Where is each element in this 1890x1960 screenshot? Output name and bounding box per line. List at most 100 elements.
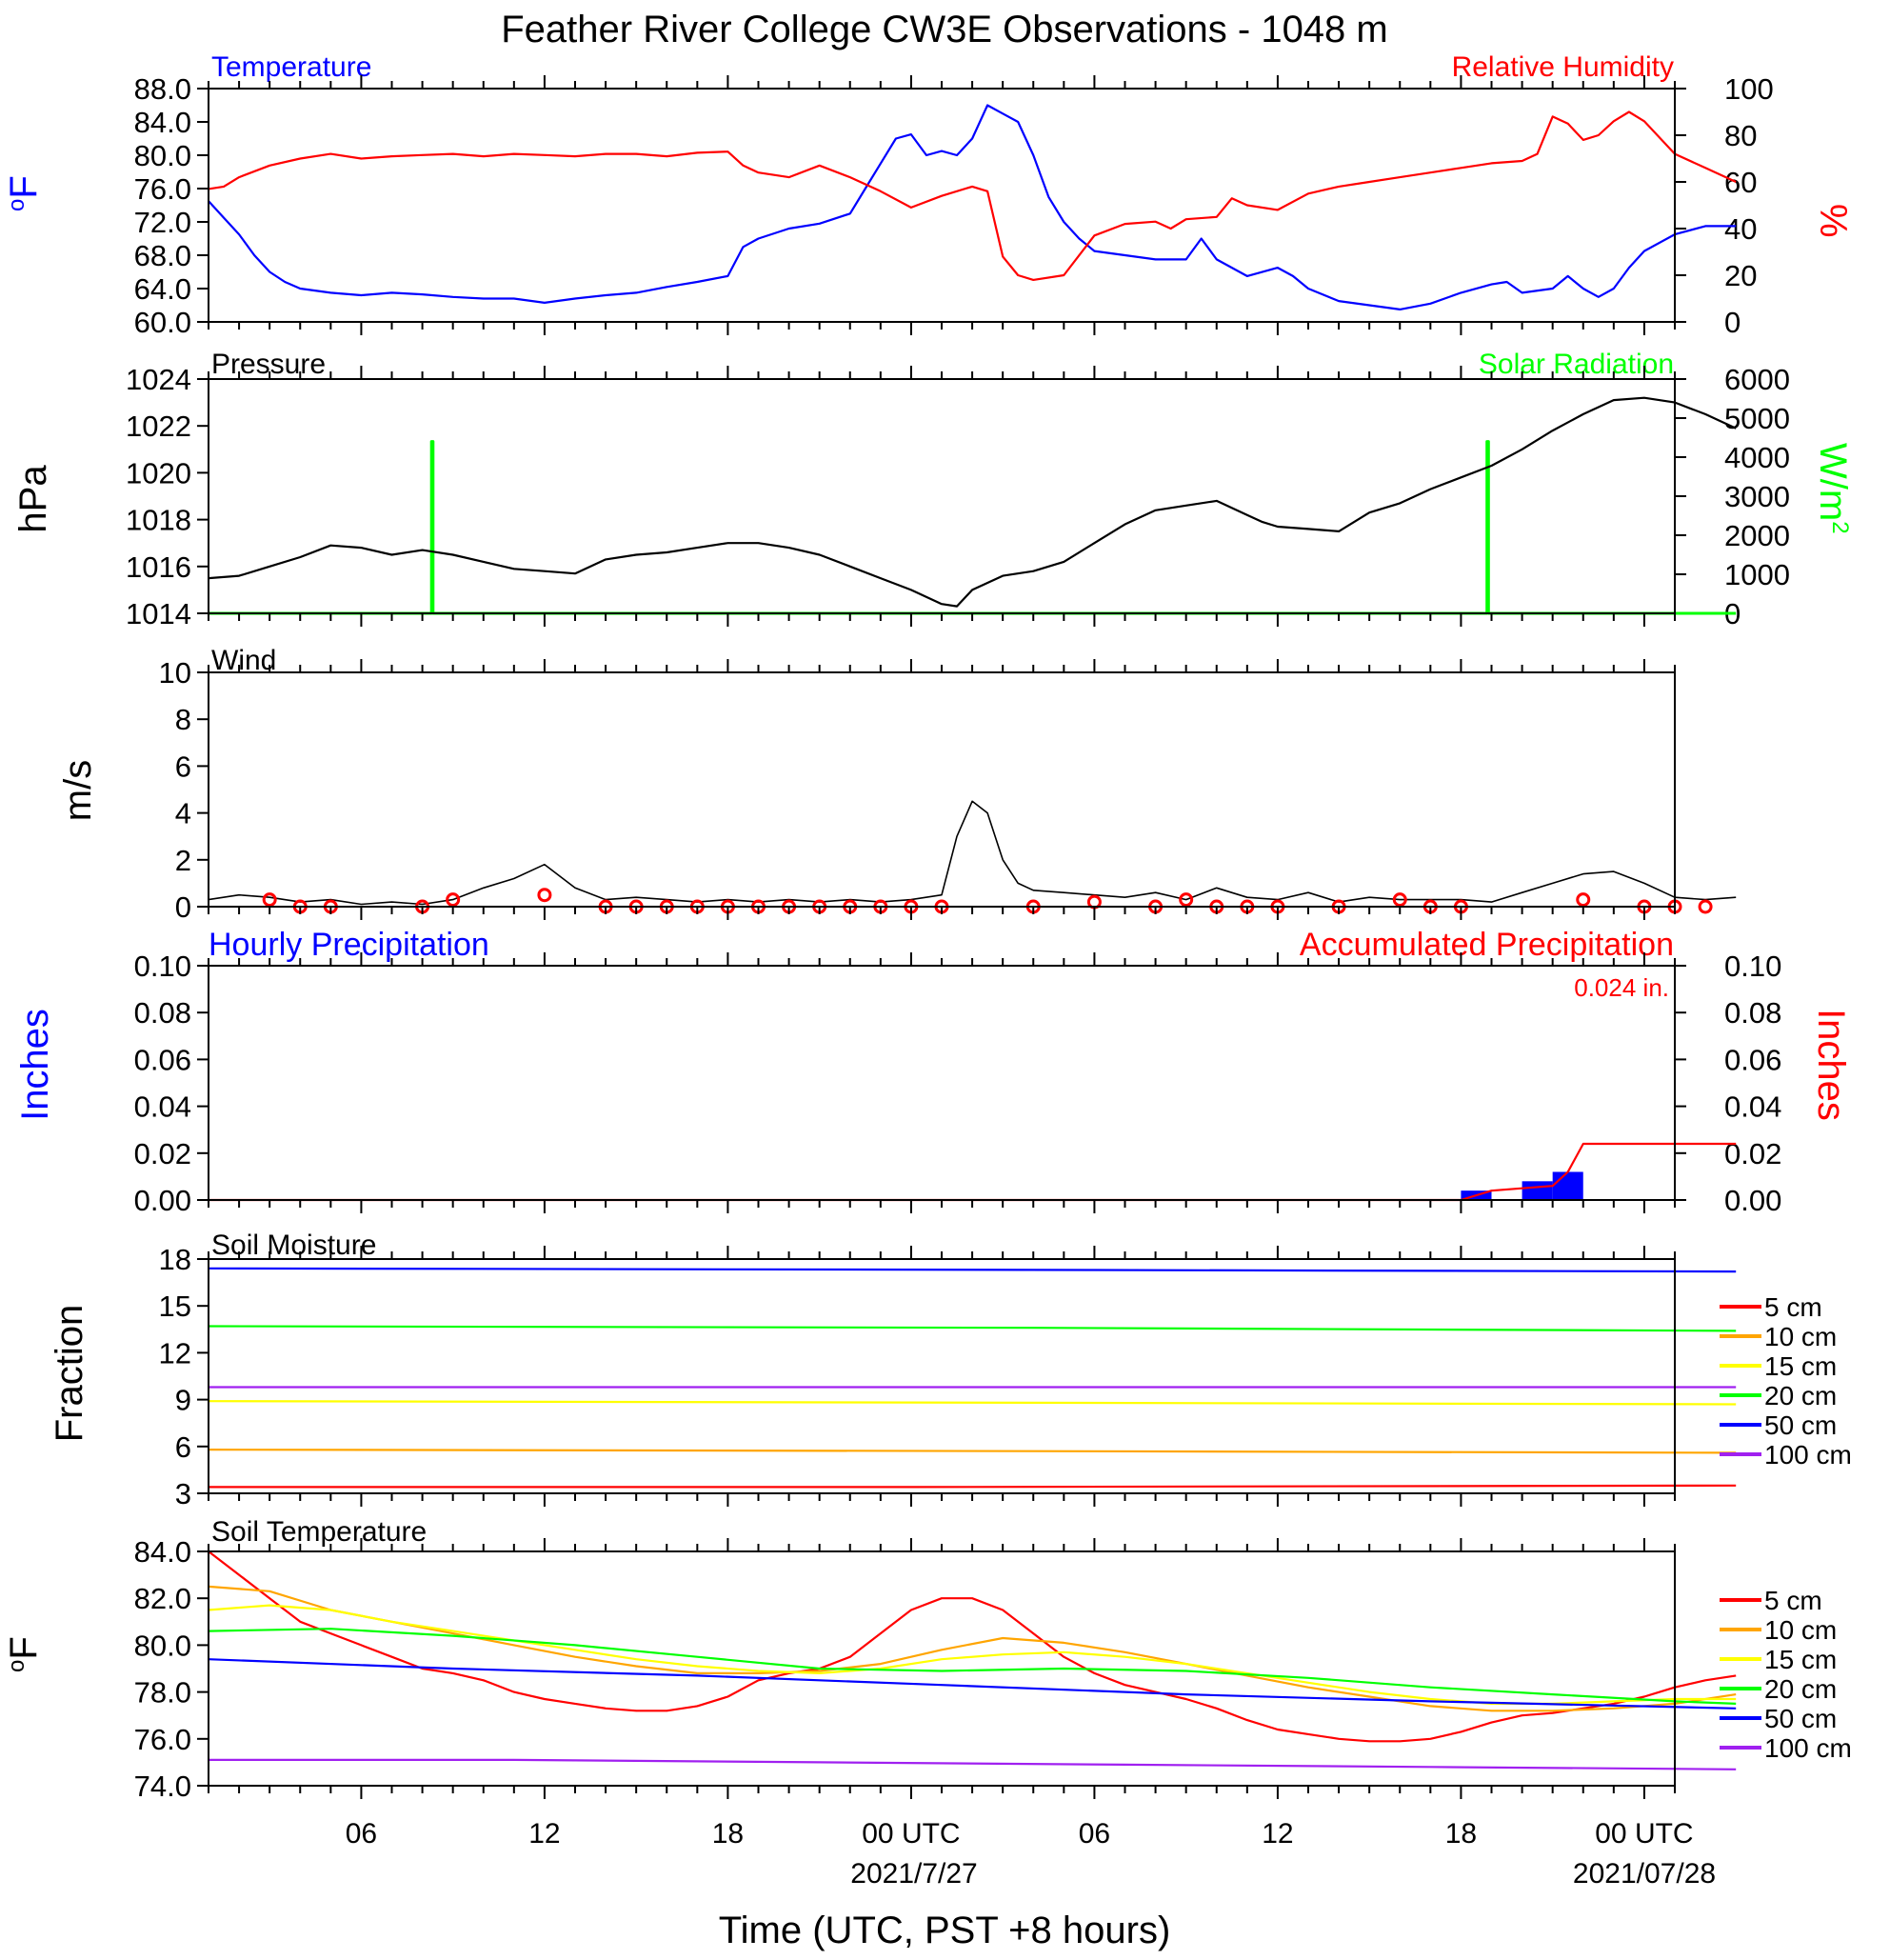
y-tick-label: 2 [175, 844, 191, 877]
x-date-label-0728: 2021/07/28 [1573, 1858, 1716, 1890]
soil-temperature-title: Soil Temperature [211, 1516, 427, 1548]
x-tick-label: 06 [346, 1818, 377, 1850]
panel-frame-soil-moisture [208, 1258, 1676, 1494]
panel-frame-temperature [208, 88, 1676, 323]
accum-precip-total: 0.024 in. [1574, 973, 1669, 1002]
x-axis-ticks: 06 12 18 00 UTC 06 12 18 00 UTC [208, 75, 1694, 1850]
soil-moisture-line [208, 1400, 1737, 1406]
soil-moisture-unit-label: Fraction [49, 1305, 90, 1443]
soil-moisture-title: Soil Moisture [211, 1230, 376, 1261]
y-tick-label: 84.0 [134, 1535, 191, 1569]
legend-label: 20 cm [1764, 1381, 1837, 1410]
legend-label: 10 cm [1764, 1322, 1837, 1351]
wind-marker [1698, 899, 1713, 914]
y-tick-label: 0.00 [134, 1184, 191, 1217]
x-tick-label: 06 [1079, 1818, 1110, 1850]
humidity-line [208, 110, 1737, 281]
y-tick-label: 84.0 [134, 106, 191, 139]
legend-label: 20 cm [1764, 1674, 1837, 1704]
wind-unit-label: m/s [57, 760, 99, 821]
soil-temperature-line [208, 1628, 1737, 1705]
panel-soil-temperature: Soil Temperature 84.0 82.0 80.0 78.0 76.0 74.… [3, 1516, 1852, 1803]
temperature-unit-label: oF [3, 175, 45, 211]
y-tick-label: 82.0 [134, 1582, 191, 1615]
humidity-unit-label: % [1812, 204, 1854, 238]
y-tick-label: 0.04 [134, 1090, 191, 1124]
wind-marker [1392, 892, 1407, 908]
y-tick-label: 0.10 [134, 950, 191, 983]
soil-temperature-line [208, 1550, 1737, 1743]
wind-series [208, 800, 1737, 906]
accum-precip-line [209, 1142, 1737, 1202]
wind-marker [537, 888, 552, 903]
legend-label: 15 cm [1764, 1645, 1837, 1674]
pressure-series [208, 396, 1737, 608]
y-tick-label: 76.0 [134, 172, 191, 206]
soil-temperature-line [208, 1604, 1737, 1705]
y-tick-label: 6 [175, 750, 191, 783]
y-tick-label: 1018 [126, 504, 191, 537]
y-tick-label: 80.0 [134, 139, 191, 172]
y-tick-label: 74.0 [134, 1770, 191, 1803]
y-tick-label: 8 [175, 703, 191, 736]
y-tick-label: 60.0 [134, 306, 191, 339]
y-tick-label: 64.0 [134, 272, 191, 306]
y-tick-label: 3 [175, 1477, 191, 1510]
precip-left-unit-label: Inches [14, 1009, 56, 1121]
precip-bar [1552, 1171, 1583, 1200]
y-tick-label: 6 [175, 1430, 191, 1464]
y-tick-label: 10 [159, 656, 191, 690]
temperature-line [208, 104, 1737, 310]
panel-frame-precipitation [208, 965, 1676, 1201]
y-tick-label: 0.02 [134, 1137, 191, 1170]
humidity-title: Relative Humidity [1452, 51, 1674, 83]
y-tick-label: 40 [1724, 212, 1757, 246]
y-tick-label: 88.0 [134, 72, 191, 106]
soil-moisture-series [208, 1267, 1737, 1489]
y-tick-label: 76.0 [134, 1723, 191, 1756]
panel-frame-wind [208, 671, 1676, 908]
precip-right-ticks: 0.10 0.08 0.06 0.04 0.02 0.00 [1675, 950, 1781, 1217]
y-tick-label: 20 [1724, 259, 1757, 292]
y-tick-label: 0.02 [1724, 1137, 1781, 1170]
y-tick-label: 18 [159, 1243, 191, 1276]
wind-line [208, 800, 1737, 906]
soil-temperature-line [209, 1758, 1737, 1770]
y-tick-label: 60 [1724, 166, 1757, 199]
y-tick-label: 1020 [126, 456, 191, 490]
x-tick-label: 18 [1445, 1818, 1477, 1850]
solar-line [209, 440, 1737, 615]
temperature-title: Temperature [211, 51, 371, 83]
y-tick-label: 80 [1724, 119, 1757, 152]
y-tick-label: 0.00 [1724, 1184, 1781, 1217]
legend-label: 5 cm [1764, 1292, 1822, 1322]
pressure-unit-label: hPa [12, 465, 54, 533]
humidity-series [208, 110, 1737, 281]
y-tick-label: 1022 [126, 410, 191, 443]
panel-frame-pressure [208, 378, 1676, 614]
y-tick-label: 72.0 [134, 206, 191, 239]
legend-label: 10 cm [1764, 1615, 1837, 1645]
y-tick-label: 9 [175, 1384, 191, 1417]
legend-label: 15 cm [1764, 1351, 1837, 1381]
legend-label: 50 cm [1764, 1410, 1837, 1440]
x-tick-label: 00 UTC [862, 1818, 960, 1850]
soil-temperature-line [208, 1585, 1737, 1712]
y-tick-label: 0.06 [1724, 1043, 1781, 1076]
solar-title: Solar Radiation [1479, 349, 1674, 380]
wind-title: Wind [211, 645, 276, 676]
hourly-precip-title: Hourly Precipitation [209, 927, 489, 963]
y-tick-label: 1024 [126, 363, 191, 396]
y-tick-label: 3000 [1724, 480, 1790, 513]
pressure-line [208, 396, 1737, 608]
wind-ticks: 10 8 6 4 2 0 [159, 656, 209, 924]
solar-unit-label: W/m2 [1812, 443, 1854, 534]
wind-marker [1179, 892, 1194, 908]
soil-temperature-series [208, 1550, 1737, 1770]
wind-marker [1576, 892, 1591, 908]
y-tick-label: 0 [175, 890, 191, 924]
y-tick-label: 80.0 [134, 1629, 191, 1662]
